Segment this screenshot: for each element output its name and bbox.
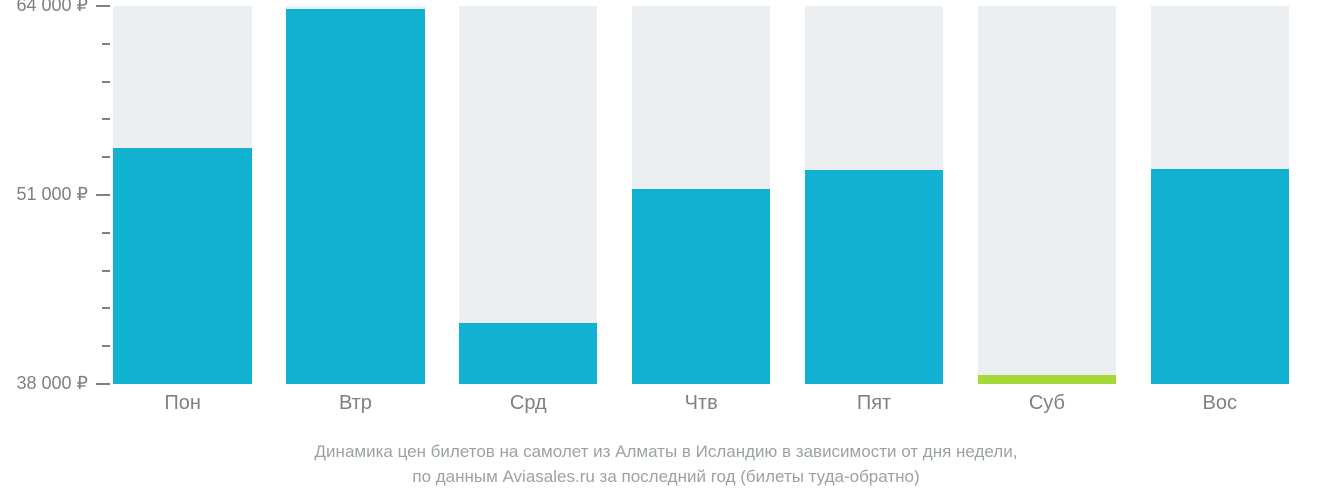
y-axis-minor-tick xyxy=(102,345,110,347)
y-axis-tick-mark xyxy=(96,194,110,196)
caption-line-2: по данным Aviasales.ru за последний год … xyxy=(0,465,1332,490)
bar xyxy=(978,375,1116,384)
bar-slot xyxy=(978,6,1116,384)
bars-layer xyxy=(110,6,1320,384)
y-axis-tick-label: 51 000 ₽ xyxy=(16,185,96,203)
y-axis-minor-tick xyxy=(102,81,110,83)
y-axis-minor-tick xyxy=(102,156,110,158)
y-axis-minor-tick xyxy=(102,43,110,45)
y-axis-minor-tick xyxy=(102,307,110,309)
bar xyxy=(113,148,251,384)
bar-slot xyxy=(632,6,770,384)
x-axis: Пон Втр Срд Чтв Пят Суб Вос xyxy=(110,384,1320,424)
bar-slot xyxy=(1151,6,1289,384)
y-axis: 64 000 ₽51 000 ₽38 000 ₽ xyxy=(0,6,110,384)
price-by-weekday-chart: 64 000 ₽51 000 ₽38 000 ₽ ПонВтрСрдЧтвПят… xyxy=(0,0,1332,502)
bar-background xyxy=(978,6,1116,384)
x-axis-label: Суб xyxy=(1029,392,1065,415)
bar-slot xyxy=(459,6,597,384)
x-axis-label: Срд xyxy=(510,392,547,415)
y-axis-tick-label: 38 000 ₽ xyxy=(16,374,96,392)
bar xyxy=(1151,169,1289,384)
y-axis-tick-mark xyxy=(96,5,110,7)
x-axis-label: Чтв xyxy=(685,392,718,415)
y-axis-minor-tick xyxy=(102,232,110,234)
plot-area xyxy=(110,6,1320,384)
x-axis-label: Втр xyxy=(339,392,372,415)
bar xyxy=(459,323,597,384)
y-axis-minor-tick xyxy=(102,118,110,120)
bar xyxy=(632,189,770,384)
x-axis-label: Пят xyxy=(857,392,891,415)
bar-slot xyxy=(113,6,251,384)
bar xyxy=(286,9,424,384)
y-axis-tick-label: 64 000 ₽ xyxy=(16,0,96,14)
bar-slot xyxy=(805,6,943,384)
y-axis-minor-tick xyxy=(102,270,110,272)
bar xyxy=(805,170,943,384)
x-axis-label: Вос xyxy=(1203,392,1237,415)
caption-line-1: Динамика цен билетов на самолет из Алмат… xyxy=(0,440,1332,465)
bar-slot xyxy=(286,6,424,384)
y-axis-tick-mark xyxy=(96,383,110,385)
x-axis-label: Пон xyxy=(164,392,201,415)
chart-caption: Динамика цен билетов на самолет из Алмат… xyxy=(0,440,1332,489)
